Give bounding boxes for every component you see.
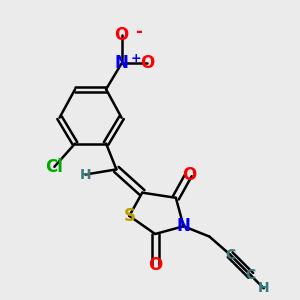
Text: O: O — [182, 166, 196, 184]
Text: N: N — [115, 54, 128, 72]
Text: O: O — [140, 54, 154, 72]
Text: -: - — [135, 23, 142, 41]
Text: O: O — [114, 26, 129, 44]
Text: S: S — [123, 207, 135, 225]
Text: +: + — [130, 52, 141, 65]
Text: N: N — [177, 217, 190, 235]
Text: H: H — [80, 168, 91, 182]
Text: Cl: Cl — [45, 158, 63, 176]
Text: C: C — [225, 248, 235, 262]
Text: O: O — [148, 256, 162, 274]
Text: H: H — [258, 281, 269, 295]
Text: C: C — [246, 268, 256, 282]
